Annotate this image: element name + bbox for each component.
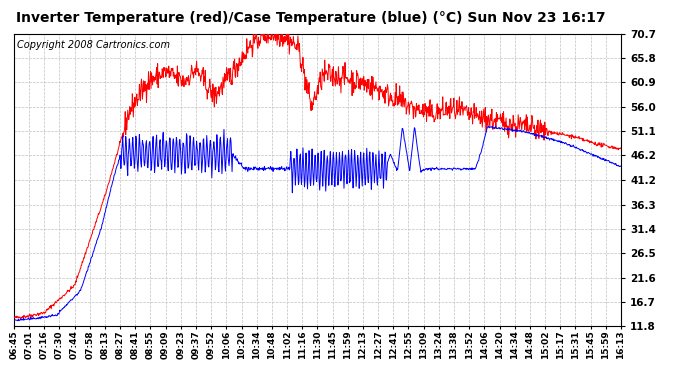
Text: Copyright 2008 Cartronics.com: Copyright 2008 Cartronics.com bbox=[17, 40, 170, 50]
Text: Inverter Temperature (red)/Case Temperature (blue) (°C) Sun Nov 23 16:17: Inverter Temperature (red)/Case Temperat… bbox=[16, 11, 605, 25]
